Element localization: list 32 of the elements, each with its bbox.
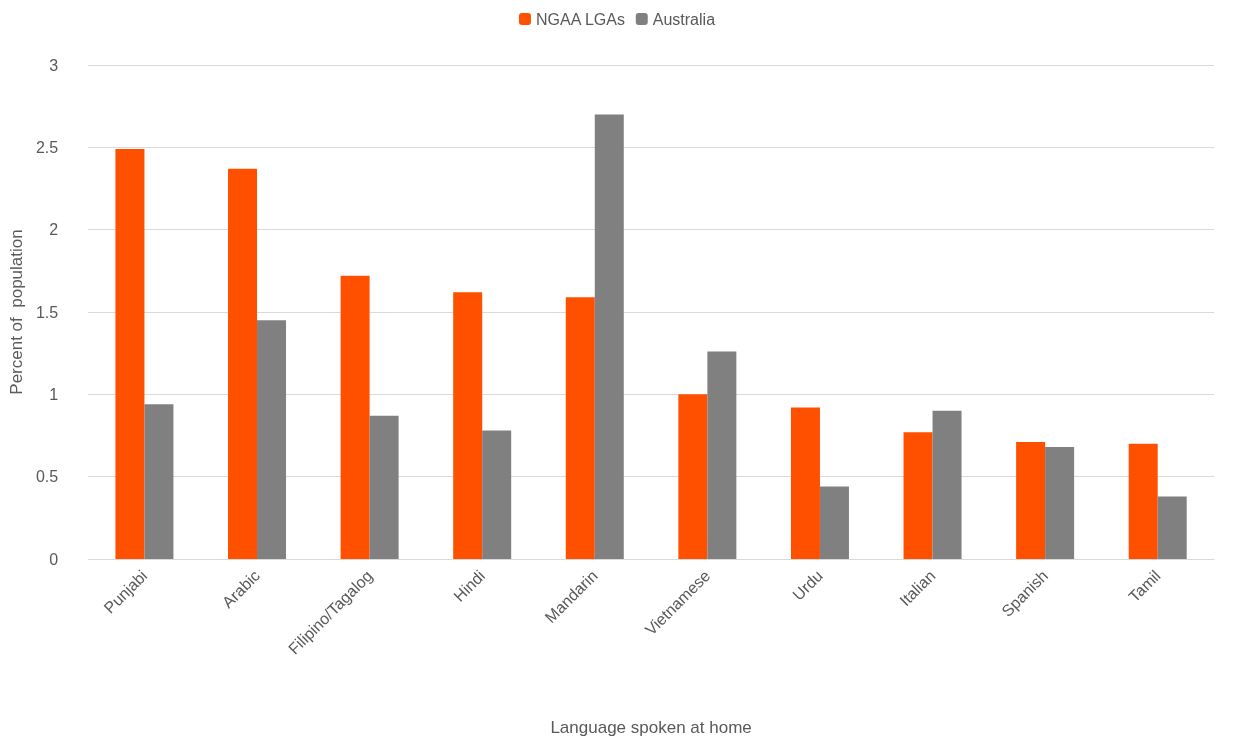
x-tick-label: Urdu <box>789 566 826 604</box>
y-tick-label: 3 <box>49 56 59 74</box>
legend-label: Australia <box>652 10 716 28</box>
bar <box>482 430 512 559</box>
bar <box>707 351 737 559</box>
legend-label: NGAA LGAs <box>535 10 625 28</box>
y-tick-label: 2 <box>49 221 59 239</box>
bar <box>1128 443 1158 559</box>
bar <box>453 292 483 559</box>
bar <box>565 297 595 559</box>
bar <box>678 394 708 559</box>
x-axis-title: Language spoken at home <box>550 718 752 737</box>
bar <box>144 404 174 559</box>
bar <box>594 114 624 559</box>
bar <box>228 168 258 559</box>
bar <box>257 320 287 559</box>
y-tick-label: 0.5 <box>35 468 59 486</box>
bar <box>903 432 933 559</box>
y-tick-label: 1 <box>49 385 59 403</box>
bar <box>1045 447 1075 559</box>
y-axis-title: Percent of population <box>7 229 26 395</box>
bar <box>369 415 399 559</box>
y-tick-label: 2.5 <box>35 138 59 156</box>
bar <box>340 275 370 559</box>
bar <box>819 486 849 559</box>
bar <box>1157 496 1187 559</box>
bar <box>932 410 962 559</box>
bar <box>790 407 820 559</box>
y-tick-label: 1.5 <box>35 303 59 321</box>
y-tick-label: 0 <box>49 550 59 568</box>
bar <box>115 148 145 559</box>
bar <box>1016 442 1046 559</box>
